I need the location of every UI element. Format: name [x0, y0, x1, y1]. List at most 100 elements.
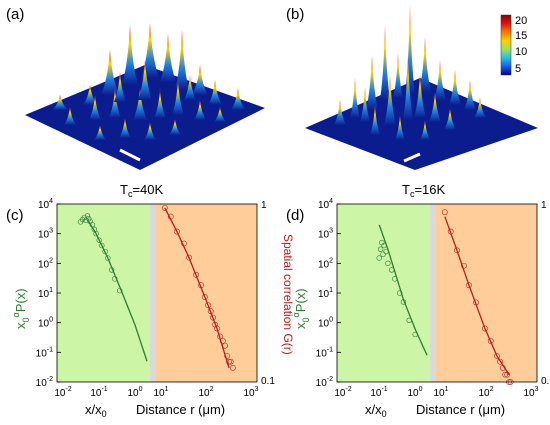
x-tick-label: 101 [153, 386, 168, 399]
x-axis-label-right: Distance r (μm) [416, 402, 505, 417]
x-tick-label: 100 [127, 386, 142, 399]
data-point-correlation [229, 365, 236, 371]
panel-label-d: (d) [286, 207, 304, 224]
surface-peak [419, 37, 431, 92]
data-point-correlation [210, 314, 216, 321]
surface-peak [444, 108, 456, 130]
colorbar: 20 15 10 5 [500, 14, 527, 76]
data-point-distribution [105, 255, 111, 261]
x-tick-label: 103 [243, 386, 258, 399]
data-point-correlation [161, 205, 168, 211]
surface-base [305, 78, 538, 170]
data-point-correlation [502, 371, 509, 378]
surface-plot-a [25, 23, 265, 170]
y-tick-label: 103 [318, 228, 333, 241]
data-point-distribution [377, 246, 384, 252]
surface-peak [133, 88, 147, 120]
fit-line-correlation [164, 207, 230, 369]
data-point-correlation [202, 294, 208, 300]
x-tick-label: 102 [198, 386, 213, 399]
y-tick-label: 101 [38, 287, 53, 300]
surface-peak [144, 122, 156, 140]
surface-peak [175, 30, 189, 90]
data-point-distribution [96, 237, 102, 243]
x-tick-label: 101 [433, 386, 448, 399]
surface-peak [169, 119, 181, 135]
x-tick-label: 10-2 [54, 386, 71, 399]
region-distribution [57, 204, 150, 382]
x-axis-label-right: Distance r (μm) [136, 402, 225, 417]
colorbar-tick: 15 [515, 30, 527, 42]
surface-peak [434, 60, 446, 100]
surface-peak [405, 5, 415, 95]
temperature-label-d: Tc=16K [402, 182, 446, 199]
data-point-correlation [454, 247, 460, 254]
surface-peak [334, 100, 346, 125]
surface-peak [208, 80, 222, 105]
right-y-tick-label: 1 [261, 200, 267, 211]
x-tick-label: 10-1 [90, 386, 107, 399]
colorbar-tick: 20 [515, 15, 527, 27]
data-point-correlation [224, 353, 231, 359]
data-point-correlation [226, 358, 232, 365]
surface-peak [231, 88, 245, 110]
y-tick-label: 10-1 [316, 346, 333, 359]
y-tick-label: 100 [38, 317, 53, 330]
surface-peak [370, 105, 380, 135]
data-point-correlation [466, 282, 472, 289]
surface-peak [214, 107, 226, 122]
y-tick-label: 100 [318, 317, 333, 330]
surface-peak [184, 75, 196, 100]
y-axis-label-left: x0αP(x) [11, 288, 31, 329]
right-y-tick-label: 1 [541, 200, 547, 211]
surface-peak [154, 90, 166, 118]
data-point-distribution [376, 255, 382, 261]
y-tick-label: 10-2 [36, 376, 53, 389]
panel-label-b: (b) [286, 6, 304, 23]
surface-peak [160, 34, 176, 82]
x-axis-label-left: x/x0 [85, 402, 107, 419]
y-tick-label: 101 [318, 287, 333, 300]
data-point-distribution [93, 230, 99, 237]
fit-line-correlation [444, 216, 510, 375]
surface-peak [119, 118, 131, 138]
data-point-correlation [441, 209, 448, 216]
colorbar-gradient [500, 14, 512, 76]
x-tick-label: 10-1 [370, 386, 387, 399]
x-tick-label: 102 [478, 386, 493, 399]
surface-peak [192, 65, 208, 95]
data-point-distribution [385, 260, 391, 267]
surface-peak [384, 75, 396, 125]
x-tick-label: 100 [407, 386, 422, 399]
y-tick-label: 102 [38, 257, 53, 270]
y-tick-label: 103 [38, 228, 53, 241]
data-point-correlation [497, 358, 504, 365]
data-point-distribution [380, 251, 386, 258]
colorbar-tick: 5 [515, 63, 521, 75]
data-point-distribution [99, 242, 105, 249]
y-tick-label: 104 [318, 198, 333, 211]
region-correlation [436, 204, 537, 382]
surface-peak [194, 100, 206, 120]
surface-peak [83, 85, 97, 105]
data-point-correlation [461, 262, 467, 269]
region-gap [150, 204, 156, 382]
data-point-correlation [193, 271, 199, 278]
surface-peak [414, 73, 426, 118]
y-axis-label-right: Spatial correlation G(r) [281, 234, 295, 355]
right-y-tick-label: 0.1 [261, 376, 275, 387]
fit-line-distribution [378, 224, 428, 356]
data-point-correlation [214, 325, 220, 332]
surface-peak [64, 107, 76, 125]
surface-peak [138, 60, 152, 100]
data-point-distribution [79, 216, 86, 223]
panel-label-a: (a) [6, 6, 24, 23]
surface-plot-b [305, 5, 538, 170]
right-y-tick-label: 0.1 [541, 376, 550, 387]
y-tick-label: 10-2 [316, 376, 333, 389]
data-point-distribution [102, 248, 108, 255]
surface-peak [52, 95, 68, 110]
data-point-correlation [186, 254, 192, 261]
data-point-correlation [227, 358, 234, 365]
surface-peak [122, 25, 138, 85]
